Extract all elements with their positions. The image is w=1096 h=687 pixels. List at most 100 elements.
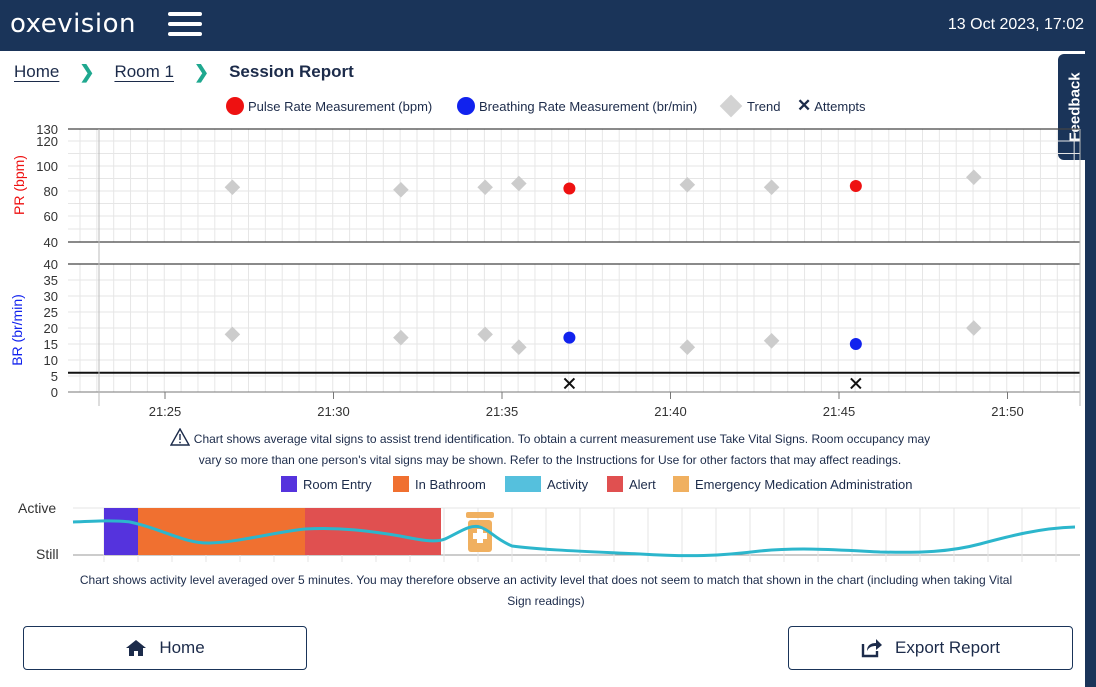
pr-tick-label: 40 <box>44 235 58 250</box>
pulse-measurement-point <box>563 182 576 195</box>
br-tick-label: 40 <box>44 257 58 272</box>
br-tick-label: 20 <box>44 321 58 336</box>
pr-trend-point <box>477 179 493 196</box>
cross-icon: ✕ <box>797 96 812 115</box>
in-bathroom-swatch <box>393 476 409 492</box>
pr-trend-point <box>393 181 409 198</box>
x-tick-label: 21:45 <box>823 404 856 419</box>
activity-disclaimer-line1: Chart shows activity level averaged over… <box>79 573 1013 587</box>
br-trend-point <box>224 326 241 343</box>
room-entry-swatch <box>281 476 297 492</box>
legend-attempts: ✕ Attempts <box>797 95 866 117</box>
breadcrumb-current: Session Report <box>229 62 354 81</box>
legend-trend: Trend <box>719 94 781 118</box>
chart-disclaimer: Chart shows average vital signs to assis… <box>100 428 1000 471</box>
emergency-medication-icon <box>466 512 494 552</box>
legend-emergency-medication-label: Emergency Medication Administration <box>695 476 913 492</box>
breadcrumb: Home ❯ Room 1 ❯ Session Report <box>14 60 354 84</box>
legend-trend-label: Trend <box>747 98 781 114</box>
export-button-label: Export Report <box>895 638 1000 657</box>
pr-tick-label: 80 <box>44 184 58 199</box>
legend-room-entry-label: Room Entry <box>303 476 372 492</box>
top-bar: oxevision 13 Oct 2023, 17:02 <box>0 0 1096 51</box>
legend-activity-label: Activity <box>547 476 589 492</box>
legend-pulse: Pulse Rate Measurement (bpm) <box>226 95 432 117</box>
br-tick-label: 5 <box>51 369 58 384</box>
x-tick-label: 21:25 <box>149 404 182 419</box>
chevron-right-icon: ❯ <box>79 61 95 82</box>
home-button-label: Home <box>159 638 205 657</box>
br-tick-label: 35 <box>44 273 58 288</box>
blue-dot-icon <box>457 97 475 115</box>
activity-swatch <box>505 476 541 492</box>
activity-chart: Active Still <box>18 500 1080 562</box>
chart-disclaimer-line2: vary so more than one person's vital sig… <box>198 453 902 467</box>
br-trend-point <box>679 339 696 355</box>
br-axis-title: BR (br/min) <box>9 294 25 366</box>
legend-activity: Activity <box>505 474 588 494</box>
legend-room-entry: Room Entry <box>281 474 372 494</box>
br-trend-point <box>763 333 780 349</box>
chevron-right-icon: ❯ <box>193 61 210 82</box>
br-trend-point <box>393 329 409 346</box>
export-icon <box>861 639 883 658</box>
legend-alert-label: Alert <box>629 476 656 492</box>
breadcrumb-home[interactable]: Home <box>14 62 60 81</box>
pr-trend-point <box>679 176 696 193</box>
activity-level-line <box>72 519 1076 558</box>
pr-trend-point <box>224 179 241 196</box>
activity-ylabel-top: Active <box>18 500 56 516</box>
breadcrumb-room[interactable]: Room 1 <box>114 62 174 81</box>
hamburger-menu-icon[interactable] <box>168 12 202 40</box>
x-tick-label: 21:40 <box>654 404 687 419</box>
br-tick-label: 25 <box>44 305 58 320</box>
legend-alert: Alert <box>607 474 656 494</box>
alert-swatch <box>607 476 623 492</box>
emergency-medication-swatch <box>673 476 689 492</box>
legend-in-bathroom-label: In Bathroom <box>415 476 486 492</box>
activity-ylabel-bottom: Still <box>36 546 59 562</box>
attempt-marker <box>850 377 862 390</box>
activity-legend: Room Entry In Bathroom Activity Alert Em… <box>0 474 1096 494</box>
current-datetime: 13 Oct 2023, 17:02 <box>947 16 1084 33</box>
br-tick-label: 10 <box>44 353 58 368</box>
br-tick-label: 0 <box>51 385 58 400</box>
legend-in-bathroom: In Bathroom <box>393 474 486 494</box>
legend-breathing-label: Breathing Rate Measurement (br/min) <box>479 98 698 114</box>
legend-pulse-label: Pulse Rate Measurement (bpm) <box>248 98 433 114</box>
activity-disclaimer-line2: Sign readings) <box>507 594 585 608</box>
x-tick-label: 21:35 <box>486 404 519 419</box>
pr-tick-label: 100 <box>36 159 58 174</box>
chart-disclaimer-line1: Chart shows average vital signs to assis… <box>193 432 931 446</box>
br-trend-point <box>966 320 982 336</box>
pr-axis-title: PR (bpm) <box>11 155 27 215</box>
home-button[interactable]: Home <box>23 626 307 670</box>
breathing-measurement-point <box>849 338 862 350</box>
pr-tick-label: 120 <box>36 134 58 149</box>
diamond-icon <box>719 94 743 118</box>
room-entry-band <box>104 508 138 555</box>
pr-trend-point <box>763 179 780 196</box>
warning-icon <box>169 428 190 446</box>
red-dot-icon <box>226 97 244 115</box>
legend-attempts-label: Attempts <box>814 98 866 114</box>
pulse-measurement-point <box>849 180 862 192</box>
attempt-marker <box>563 377 576 390</box>
home-icon <box>126 640 147 656</box>
pr-tick-label: 130 <box>36 122 58 137</box>
br-tick-label: 30 <box>44 289 58 304</box>
vitals-legend: Pulse Rate Measurement (bpm) Breathing R… <box>0 94 1096 118</box>
br-trend-point <box>477 326 493 343</box>
legend-breathing: Breathing Rate Measurement (br/min) <box>457 95 697 117</box>
pr-trend-point <box>966 169 982 186</box>
feedback-tab[interactable]: Feedback <box>1058 54 1092 160</box>
app-logo: oxevision <box>10 9 136 39</box>
export-report-button[interactable]: Export Report <box>788 626 1073 670</box>
br-tick-label: 15 <box>44 337 58 352</box>
activity-disclaimer: Chart shows activity level averaged over… <box>10 570 1082 612</box>
x-tick-label: 21:30 <box>317 404 350 419</box>
br-trend-point <box>511 339 527 355</box>
legend-emergency-medication: Emergency Medication Administration <box>673 474 913 494</box>
right-rail <box>1085 51 1096 687</box>
